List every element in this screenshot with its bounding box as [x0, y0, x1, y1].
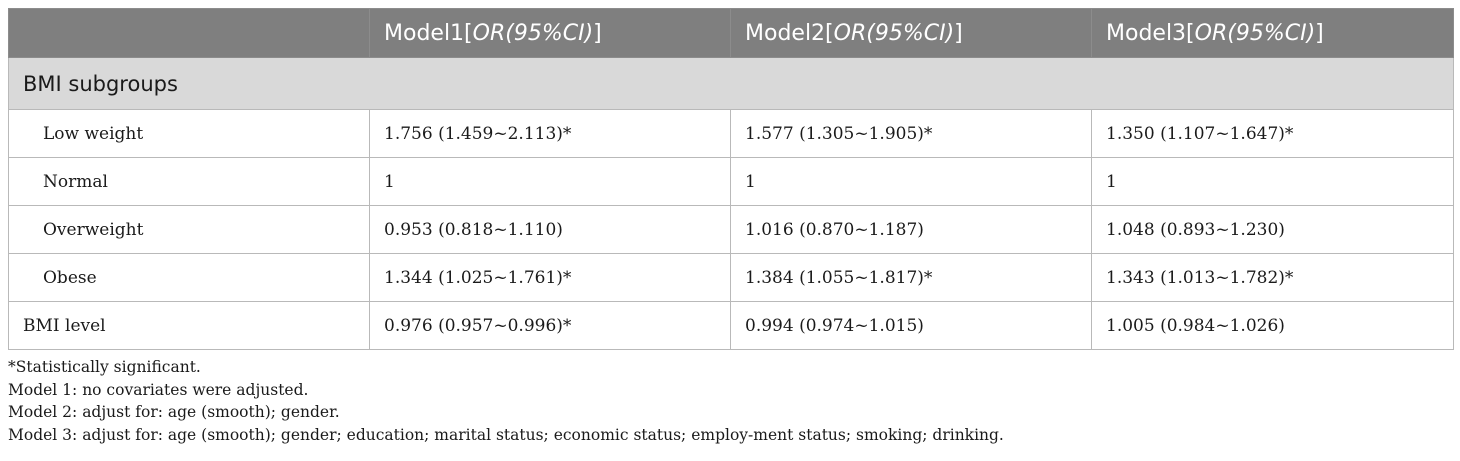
cell-model2: 1.577 (1.305~1.905)* — [730, 109, 1092, 158]
row-label: Normal — [8, 157, 370, 206]
or-results-table: Model1[OR(95%CI)] Model2[OR(95%CI)] Mode… — [8, 8, 1454, 350]
table-row-bmi-level: BMI level 0.976 (0.957~0.996)* 0.994 (0.… — [8, 301, 1454, 350]
cell-model2: 1.016 (0.870~1.187) — [730, 205, 1092, 254]
cell-model1: 0.953 (0.818~1.110) — [369, 205, 731, 254]
cell-model1: 1.344 (1.025~1.761)* — [369, 253, 731, 302]
footnote-model2: Model 2: adjust for: age (smooth); gende… — [8, 403, 340, 421]
cell-model1: 1 — [369, 157, 731, 206]
table-row: Low weight 1.756 (1.459~2.113)* 1.577 (1… — [8, 109, 1454, 158]
cell-model3: 1 — [1091, 157, 1454, 206]
footnote-model1: Model 1: no covariates were adjusted. — [8, 380, 309, 399]
cell-model2: 1 — [730, 157, 1092, 206]
results-table-container: Model1[OR(95%CI)] Model2[OR(95%CI)] Mode… — [8, 8, 1454, 350]
header-model1: Model1[OR(95%CI)] — [369, 8, 731, 58]
cell-model1: 1.756 (1.459~2.113)* — [369, 109, 731, 158]
table-row: Obese 1.344 (1.025~1.761)* 1.384 (1.055~… — [8, 253, 1454, 302]
cell-model1: 0.976 (0.957~0.996)* — [369, 301, 731, 350]
row-label: Low weight — [8, 109, 370, 158]
table-row: Normal 1 1 1 — [8, 157, 1454, 206]
footnote-significance: *Statistically significant. — [8, 358, 201, 376]
header-empty — [8, 8, 370, 58]
table-row: Overweight 0.953 (0.818~1.110) 1.016 (0.… — [8, 205, 1454, 254]
header-row: Model1[OR(95%CI)] Model2[OR(95%CI)] Mode… — [8, 8, 1454, 58]
group-label: BMI subgroups — [8, 57, 1454, 110]
group-row-bmi-subgroups: BMI subgroups — [8, 57, 1454, 110]
cell-model3: 1.350 (1.107~1.647)* — [1091, 109, 1454, 158]
footnote-model3: Model 3: adjust for: age (smooth); gende… — [8, 425, 1004, 444]
header-model3: Model3[OR(95%CI)] — [1091, 8, 1454, 58]
cell-model2: 0.994 (0.974~1.015) — [730, 301, 1092, 350]
row-label: Overweight — [8, 205, 370, 254]
cell-model3: 1.343 (1.013~1.782)* — [1091, 253, 1454, 302]
header-model2: Model2[OR(95%CI)] — [730, 8, 1092, 58]
row-label: BMI level — [8, 301, 370, 350]
cell-model3: 1.048 (0.893~1.230) — [1091, 205, 1454, 254]
row-label: Obese — [8, 253, 370, 302]
cell-model3: 1.005 (0.984~1.026) — [1091, 301, 1454, 350]
cell-model2: 1.384 (1.055~1.817)* — [730, 253, 1092, 302]
table-footnotes: *Statistically significant. Model 1: no … — [8, 356, 1004, 446]
